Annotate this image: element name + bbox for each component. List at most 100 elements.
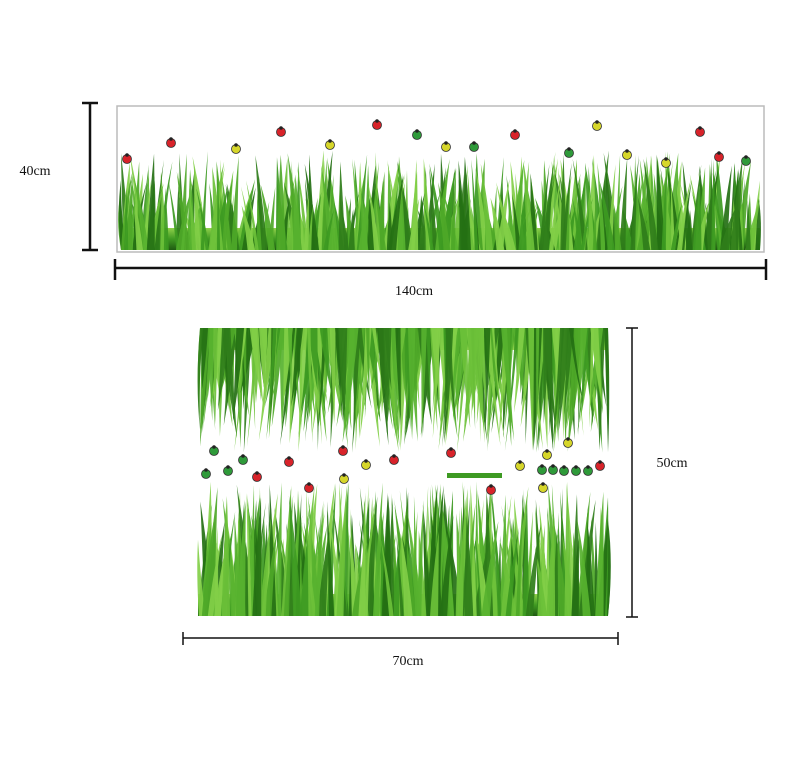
- grass-blade: [423, 200, 434, 250]
- grass-blade: [561, 162, 572, 250]
- grass-blade: [383, 160, 400, 250]
- ladybug-head: [226, 465, 230, 469]
- grass-blade: [670, 201, 683, 250]
- grass-blade: [195, 185, 210, 250]
- grass-blade: [314, 500, 324, 616]
- grass-blade: [588, 328, 595, 428]
- grass-blade: [298, 328, 308, 452]
- grass-blade: [207, 534, 222, 616]
- grass-blade: [542, 164, 554, 250]
- grass-blade: [307, 204, 314, 250]
- grass-blade: [619, 157, 628, 250]
- grass-blade: [365, 328, 370, 397]
- ladybug-head: [545, 449, 549, 453]
- grass-blade: [247, 493, 256, 616]
- bottom-grass: [197, 328, 611, 616]
- ladybugs: [122, 119, 751, 495]
- grass-blade: [377, 328, 389, 446]
- ladybug-head: [513, 129, 517, 133]
- grass-strip: [447, 473, 502, 478]
- grass-blade: [564, 328, 575, 440]
- ladybug-head: [586, 465, 590, 469]
- grass-blade: [383, 495, 393, 616]
- ladybug-head: [744, 155, 748, 159]
- grass-blade: [510, 160, 525, 250]
- grass-blade: [124, 188, 129, 250]
- grass-blade: [118, 180, 126, 250]
- grass-blade: [416, 500, 424, 616]
- ladybug-head: [415, 129, 419, 133]
- grass-blade: [216, 175, 221, 250]
- ladybug-head: [444, 141, 448, 145]
- ladybug-head: [279, 126, 283, 130]
- grass-blade: [395, 328, 401, 426]
- grass-blade: [534, 545, 547, 616]
- ladybug-head: [551, 464, 555, 468]
- grass-blade: [738, 208, 743, 250]
- grass-blade: [564, 328, 574, 415]
- grass-blade: [252, 497, 262, 616]
- grass-blade: [320, 159, 327, 250]
- grass-blade: [501, 328, 515, 442]
- grass-blade: [176, 193, 191, 250]
- grass-blade: [480, 163, 494, 250]
- grass-blade: [163, 187, 169, 250]
- grass-blade: [564, 481, 572, 616]
- grass-blade: [307, 328, 321, 428]
- grass-blade: [257, 192, 262, 250]
- grass-blade: [200, 328, 209, 390]
- grass-blade: [711, 159, 716, 250]
- grass-blade: [276, 154, 286, 250]
- grass-blade: [578, 328, 588, 400]
- grass-blade: [491, 486, 502, 616]
- grass-blade: [637, 197, 651, 250]
- grass-blade: [677, 178, 692, 250]
- grass-blade: [338, 328, 348, 427]
- ladybug-head: [540, 464, 544, 468]
- grass-blade: [426, 484, 438, 616]
- ladybug-head: [328, 139, 332, 143]
- ladybug-head: [664, 157, 668, 161]
- grass-blade: [457, 496, 467, 616]
- ladybug-head: [212, 445, 216, 449]
- grass-blade: [255, 155, 268, 250]
- grass-blade: [396, 533, 404, 616]
- grass-blade: [597, 162, 606, 250]
- grass-blade: [207, 328, 214, 422]
- ladybug-head: [341, 445, 345, 449]
- grass-blade: [453, 174, 461, 250]
- ladybug-head: [598, 460, 602, 464]
- grass-blade: [266, 328, 277, 440]
- grass-blade: [576, 491, 591, 616]
- grass-blade: [176, 171, 190, 250]
- grass-blade: [388, 175, 404, 250]
- ladybug-head: [562, 465, 566, 469]
- grass-blade: [288, 495, 302, 616]
- grass-blade: [429, 163, 446, 250]
- grass-blade: [320, 328, 332, 395]
- grass-blade: [713, 195, 724, 250]
- ladybug-head: [449, 447, 453, 451]
- grass-blade: [515, 489, 524, 616]
- grass-blade: [438, 328, 447, 413]
- ladybug-head: [234, 143, 238, 147]
- grass-blade: [682, 161, 693, 250]
- grass-blade: [374, 184, 387, 250]
- grass-blade: [643, 158, 659, 250]
- grass-blade: [236, 501, 246, 616]
- ladybug-head: [518, 460, 522, 464]
- grass-blade: [518, 188, 527, 250]
- top-grass: [118, 150, 761, 250]
- grass-blade: [536, 328, 540, 451]
- height-label: 50cm: [656, 456, 687, 471]
- grass-blade: [432, 328, 441, 439]
- grass-blade: [317, 530, 330, 616]
- grass-blade: [208, 161, 225, 250]
- grass-blade: [455, 508, 460, 616]
- grass-blade: [510, 528, 524, 616]
- grass-blade: [168, 179, 180, 250]
- grass-blade: [342, 328, 359, 443]
- grass-blade: [430, 531, 439, 616]
- grass-blade: [546, 518, 556, 616]
- grass-blade: [249, 328, 264, 405]
